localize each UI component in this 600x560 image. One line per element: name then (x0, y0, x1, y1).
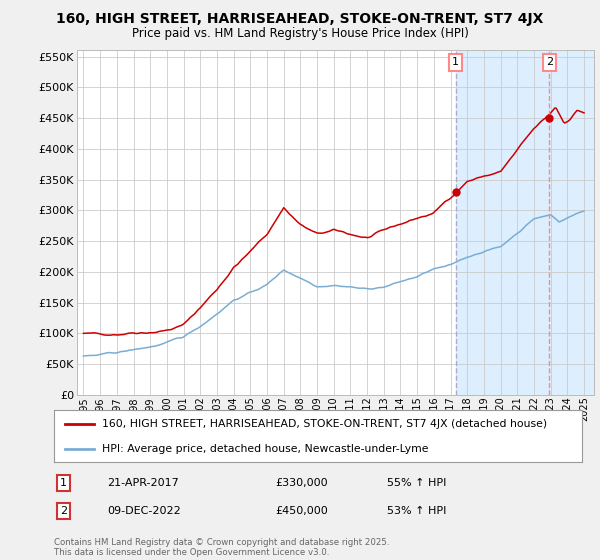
Text: HPI: Average price, detached house, Newcastle-under-Lyme: HPI: Average price, detached house, Newc… (101, 444, 428, 454)
Text: 2: 2 (60, 506, 67, 516)
Text: 160, HIGH STREET, HARRISEAHEAD, STOKE-ON-TRENT, ST7 4JX: 160, HIGH STREET, HARRISEAHEAD, STOKE-ON… (56, 12, 544, 26)
Text: 21-APR-2017: 21-APR-2017 (107, 478, 179, 488)
Text: Price paid vs. HM Land Registry's House Price Index (HPI): Price paid vs. HM Land Registry's House … (131, 27, 469, 40)
Text: 1: 1 (60, 478, 67, 488)
Text: 09-DEC-2022: 09-DEC-2022 (107, 506, 181, 516)
Text: 53% ↑ HPI: 53% ↑ HPI (386, 506, 446, 516)
Text: 1: 1 (452, 58, 459, 67)
Text: 2: 2 (546, 58, 553, 67)
Text: £330,000: £330,000 (276, 478, 328, 488)
Text: 160, HIGH STREET, HARRISEAHEAD, STOKE-ON-TRENT, ST7 4JX (detached house): 160, HIGH STREET, HARRISEAHEAD, STOKE-ON… (101, 419, 547, 430)
Text: 55% ↑ HPI: 55% ↑ HPI (386, 478, 446, 488)
Text: £450,000: £450,000 (276, 506, 329, 516)
Bar (455, 50, 594, 395)
Text: Contains HM Land Registry data © Crown copyright and database right 2025.
This d: Contains HM Land Registry data © Crown c… (54, 538, 389, 557)
